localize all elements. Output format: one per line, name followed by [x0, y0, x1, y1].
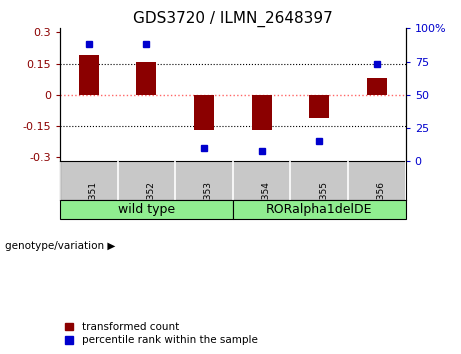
Text: GSM518353: GSM518353: [204, 181, 213, 236]
Bar: [136, 62, 156, 95]
Bar: [79, 55, 99, 95]
Text: GSM518352: GSM518352: [146, 181, 155, 236]
Text: RORalpha1delDE: RORalpha1delDE: [266, 203, 372, 216]
Text: GSM518351: GSM518351: [89, 181, 98, 236]
Text: wild type: wild type: [118, 203, 175, 216]
Bar: [60, 200, 233, 219]
Bar: [233, 200, 406, 219]
Text: GSM518354: GSM518354: [262, 181, 271, 236]
Text: GSM518355: GSM518355: [319, 181, 328, 236]
Bar: [309, 95, 329, 118]
Bar: [252, 95, 272, 130]
Title: GDS3720 / ILMN_2648397: GDS3720 / ILMN_2648397: [133, 11, 333, 27]
Legend: transformed count, percentile rank within the sample: transformed count, percentile rank withi…: [65, 322, 258, 345]
Bar: [367, 78, 387, 95]
Text: GSM518356: GSM518356: [377, 181, 386, 236]
Text: genotype/variation ▶: genotype/variation ▶: [5, 241, 115, 251]
Bar: [194, 95, 214, 130]
